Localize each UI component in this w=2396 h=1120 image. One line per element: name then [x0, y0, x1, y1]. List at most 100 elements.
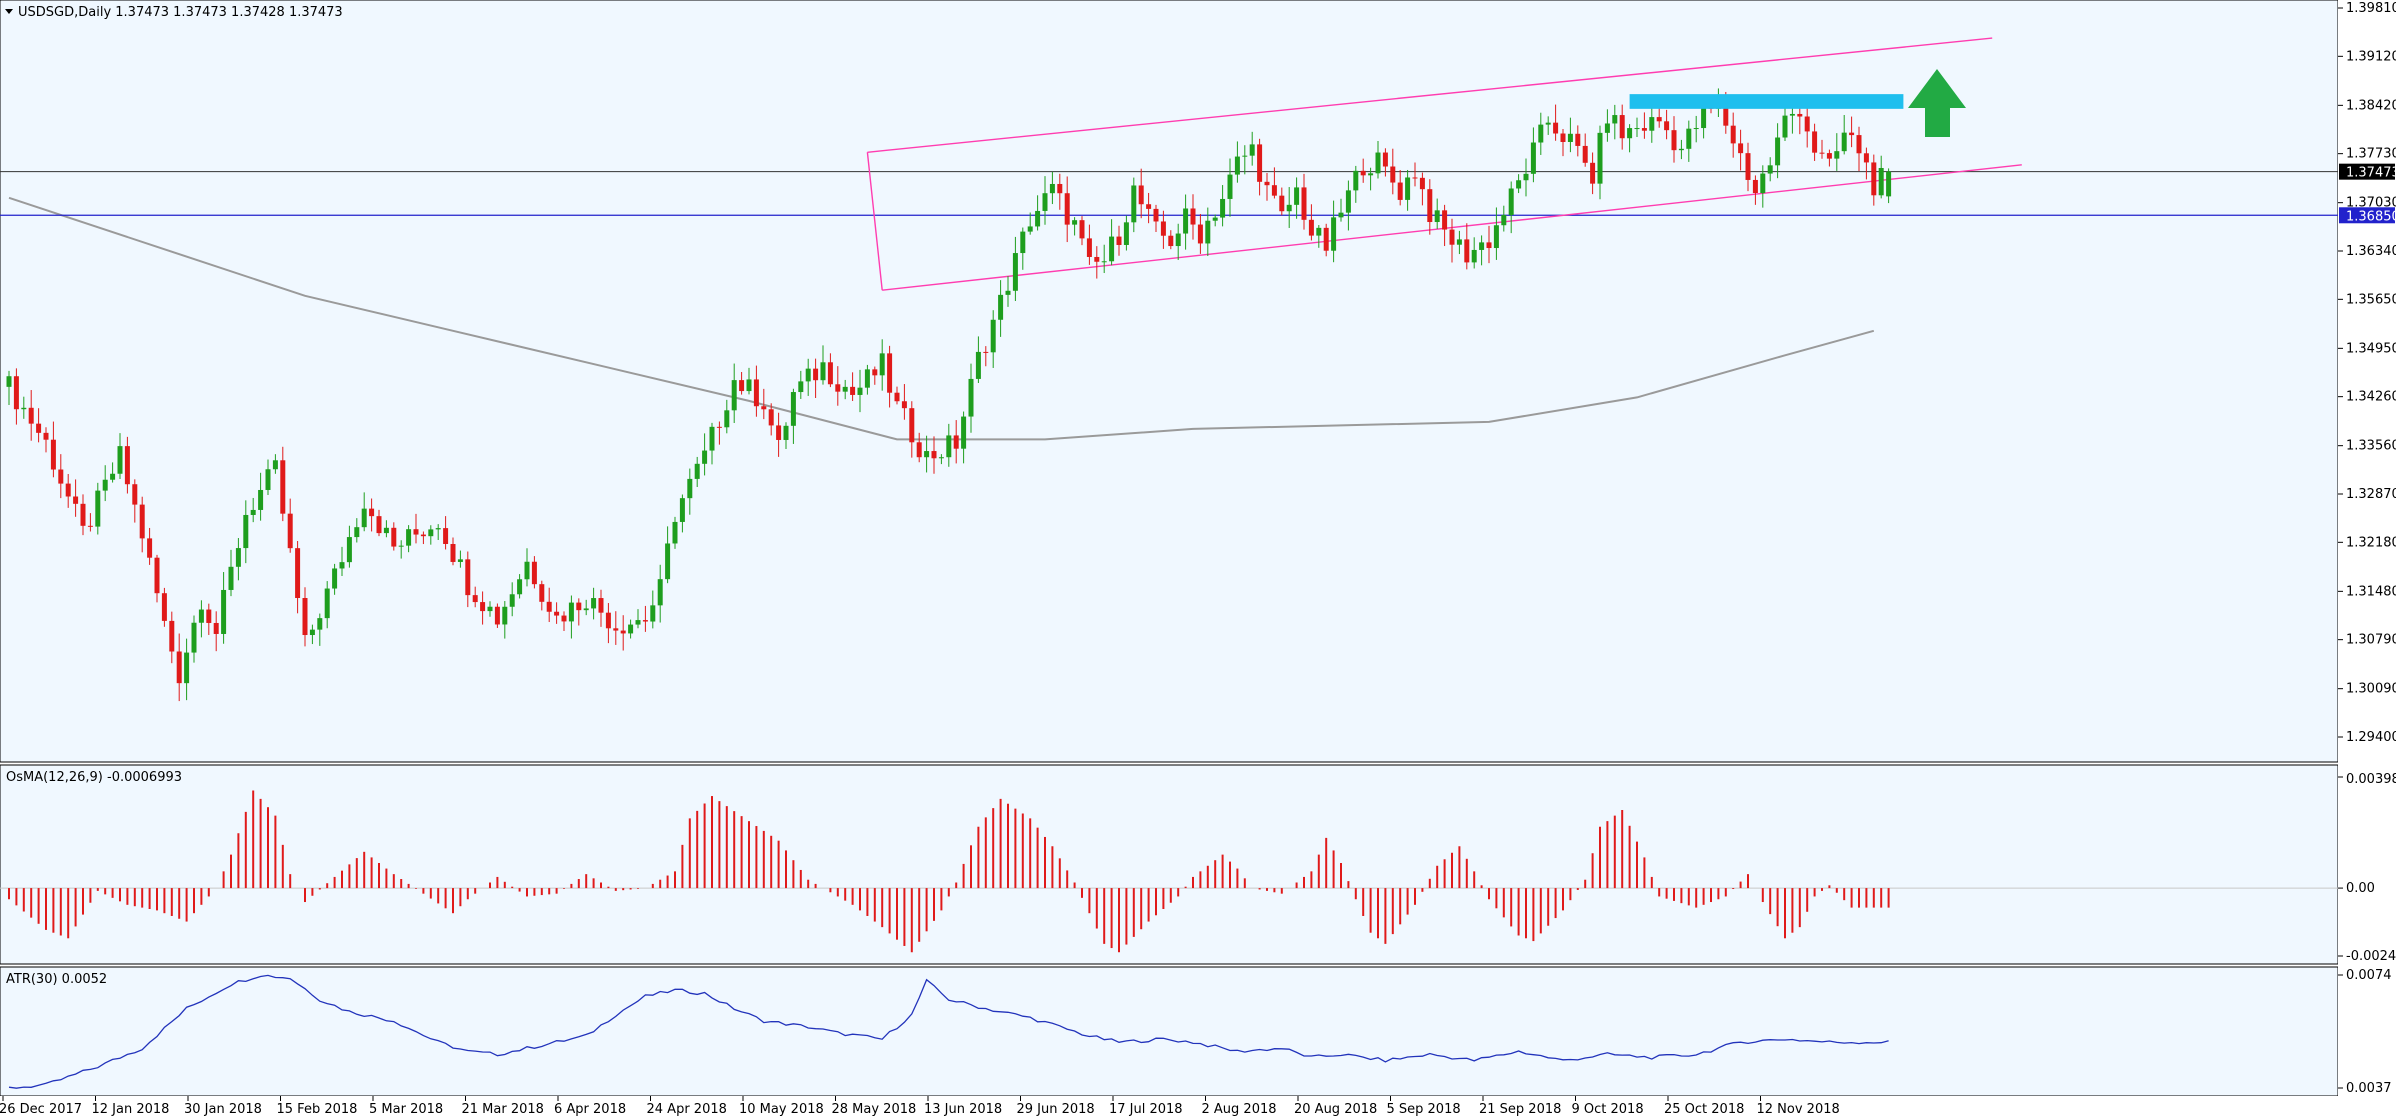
atr-line-layer	[8, 974, 1889, 1089]
candle-body	[909, 408, 915, 443]
candle-body	[1619, 115, 1625, 139]
candle-body	[1220, 198, 1226, 218]
candle-body	[383, 527, 389, 534]
candle-body	[1308, 219, 1314, 236]
candle-body	[1826, 153, 1832, 159]
candle-body	[1678, 148, 1684, 151]
candle-body	[761, 406, 767, 410]
candle-body	[110, 473, 116, 480]
candle-body	[1664, 121, 1670, 131]
candle-body	[790, 392, 796, 426]
candle-body	[184, 652, 190, 684]
candle-body	[1523, 173, 1529, 181]
candle-body	[21, 407, 27, 410]
candle-body	[1168, 235, 1174, 247]
candle-body	[531, 561, 537, 585]
candle-body	[1597, 132, 1603, 184]
candle-body	[235, 548, 241, 567]
candle-body	[687, 478, 693, 499]
candle-body	[894, 392, 900, 402]
current-price-tag-bg	[2339, 163, 2395, 180]
candle-body	[1804, 116, 1810, 132]
time-tick-label: 5 Sep 2018	[1387, 1102, 1461, 1117]
candle-body	[1183, 208, 1189, 234]
candle-body	[1323, 227, 1329, 251]
candle-body	[1723, 100, 1729, 126]
candle-body	[1049, 183, 1055, 194]
candle-body	[642, 620, 648, 622]
candle-body	[983, 351, 989, 353]
candle-body	[694, 463, 700, 479]
candle-body	[1449, 229, 1455, 245]
candle-body	[1271, 185, 1277, 196]
candle-body	[968, 378, 974, 417]
candle-body	[835, 384, 841, 392]
candle-body	[154, 557, 160, 594]
time-tick-label: 12 Nov 2018	[1757, 1102, 1840, 1117]
time-tick-label: 26 Dec 2017	[0, 1102, 82, 1117]
candle-body	[1331, 217, 1337, 251]
osma-histogram-layer	[0, 790, 2338, 953]
candle-body	[990, 319, 996, 353]
candle-body	[332, 568, 338, 589]
osma-tick-label: -0.002435	[2346, 949, 2396, 964]
osma-panel[interactable]	[0, 764, 2339, 965]
candle-body	[1227, 174, 1233, 199]
candle-body	[428, 529, 434, 537]
candle-body	[938, 457, 944, 459]
candle-body	[287, 513, 293, 549]
candle-body	[613, 628, 619, 631]
candle-body	[620, 630, 626, 634]
candle-body	[1153, 208, 1159, 222]
candle-body	[702, 450, 708, 464]
candle-body	[1486, 242, 1492, 249]
candle-body	[1582, 145, 1588, 163]
candle-body	[1042, 193, 1048, 211]
candle-body	[842, 386, 848, 392]
candle-body	[206, 609, 212, 623]
candle-body	[1434, 210, 1440, 223]
candle-body	[901, 401, 907, 409]
time-axis	[0, 1096, 2396, 1120]
candle-body	[147, 538, 153, 558]
candle-body	[413, 529, 419, 535]
candle-body	[509, 594, 515, 607]
candle-body	[546, 601, 552, 612]
candle-body	[265, 469, 271, 490]
price-tick-label: 1.30790	[2346, 633, 2396, 648]
atr-panel[interactable]	[0, 966, 2339, 1097]
time-tick-label: 28 May 2018	[832, 1102, 917, 1117]
candle-body	[1382, 152, 1388, 167]
candle-body	[916, 442, 922, 458]
candle-body	[1545, 122, 1551, 125]
candle-body	[628, 624, 634, 634]
candle-body	[80, 503, 86, 526]
candle-body	[1419, 177, 1425, 190]
candle-body	[132, 484, 138, 505]
support-level-tag: 1.36850	[2346, 209, 2396, 224]
osma-tick-label: 0.003983	[2346, 772, 2396, 787]
candle-body	[1471, 249, 1477, 263]
time-tick-label: 12 Jan 2018	[92, 1102, 170, 1117]
candle-body	[805, 368, 811, 382]
price-panel[interactable]	[0, 0, 2339, 763]
candle-body	[1730, 125, 1736, 144]
dropdown-triangle-icon[interactable]	[5, 9, 13, 14]
candle-body	[87, 525, 93, 527]
candle-body	[716, 426, 722, 428]
price-tick-label: 1.35650	[2346, 292, 2396, 307]
candle-body	[480, 602, 486, 612]
price-tick-label: 1.30090	[2346, 682, 2396, 697]
candle-body	[1109, 236, 1115, 262]
time-tick-label: 9 Oct 2018	[1572, 1102, 1644, 1117]
candle-body	[1649, 117, 1655, 131]
price-tick-label: 1.37730	[2346, 147, 2396, 162]
candle-body	[1782, 115, 1788, 138]
current-price-tag: 1.37473	[2346, 166, 2396, 181]
price-tick-label: 1.37030	[2346, 196, 2396, 211]
atr-label: ATR(30) 0.0052	[6, 972, 107, 987]
candle-body	[1442, 210, 1448, 230]
candle-body	[650, 605, 656, 622]
price-tick-label: 1.32180	[2346, 535, 2396, 550]
